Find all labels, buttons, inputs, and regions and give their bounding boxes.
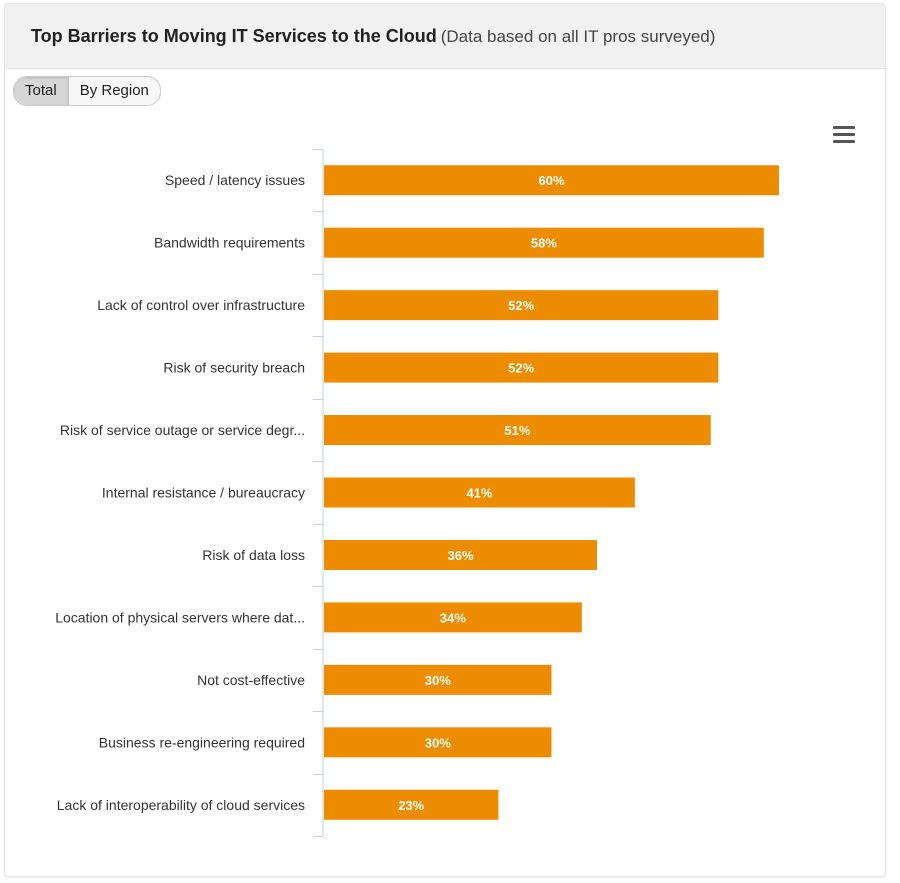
chart-title-line: Top Barriers to Moving IT Services to th… [31, 26, 715, 47]
value-label: 52% [508, 298, 534, 313]
value-label: 30% [425, 673, 451, 688]
bar[interactable] [324, 539, 597, 570]
bar[interactable] [324, 227, 764, 258]
bar[interactable] [324, 477, 635, 508]
value-label: 58% [531, 236, 557, 251]
category-label: Speed / latency issues [165, 172, 305, 188]
bar[interactable] [324, 789, 499, 820]
category-label: Not cost-effective [197, 672, 305, 688]
value-label: 36% [447, 548, 473, 563]
value-label: 30% [425, 735, 451, 750]
bar[interactable] [324, 352, 719, 383]
view-toggle: Total By Region [13, 76, 161, 106]
category-label: Internal resistance / bureaucracy [102, 485, 305, 501]
hamburger-menu-icon[interactable] [833, 126, 855, 144]
value-label: 23% [398, 798, 424, 813]
category-label: Risk of data loss [202, 547, 305, 563]
chart-subtitle: (Data based on all IT pros surveyed) [440, 27, 716, 46]
category-label: Bandwidth requirements [154, 235, 305, 251]
bar[interactable] [324, 602, 582, 633]
category-label: Location of physical servers where dat..… [55, 609, 305, 625]
bar[interactable] [324, 290, 719, 321]
chart-header: Top Barriers to Moving IT Services to th… [5, 4, 885, 69]
category-label: Risk of security breach [163, 360, 305, 376]
category-label: Lack of control over infrastructure [97, 297, 305, 313]
bar[interactable] [324, 165, 779, 196]
category-label: Risk of service outage or service degr..… [60, 422, 305, 438]
toggle-total-button[interactable]: Total [14, 77, 69, 105]
value-label: 52% [508, 361, 534, 376]
bar[interactable] [324, 664, 552, 695]
bar[interactable] [324, 415, 711, 446]
category-label: Business re-engineering required [99, 734, 305, 750]
value-label: 34% [440, 610, 466, 625]
category-label: Lack of interoperability of cloud servic… [57, 797, 305, 813]
toggle-by-region-button[interactable]: By Region [79, 82, 149, 99]
chart-title: Top Barriers to Moving IT Services to th… [31, 26, 437, 46]
value-label: 60% [538, 173, 564, 188]
value-label: 41% [466, 486, 492, 501]
bar[interactable] [324, 727, 552, 758]
value-label: 51% [504, 423, 530, 438]
